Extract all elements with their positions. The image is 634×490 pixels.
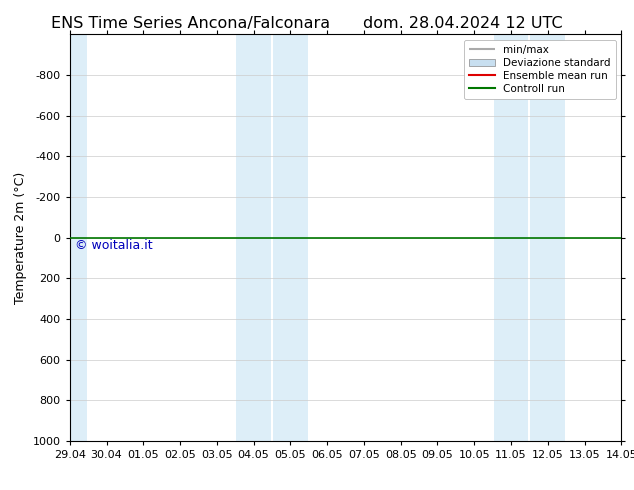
Bar: [70, 34, 87, 441]
Text: ENS Time Series Ancona/Falconara: ENS Time Series Ancona/Falconara: [51, 16, 330, 31]
Text: dom. 28.04.2024 12 UTC: dom. 28.04.2024 12 UTC: [363, 16, 562, 31]
Bar: [236, 34, 271, 441]
Bar: [531, 34, 565, 441]
Bar: [494, 34, 528, 441]
Legend: min/max, Deviazione standard, Ensemble mean run, Controll run: min/max, Deviazione standard, Ensemble m…: [464, 40, 616, 99]
Text: © woitalia.it: © woitalia.it: [75, 239, 153, 252]
Y-axis label: Temperature 2m (°C): Temperature 2m (°C): [14, 172, 27, 304]
Bar: [273, 34, 307, 441]
